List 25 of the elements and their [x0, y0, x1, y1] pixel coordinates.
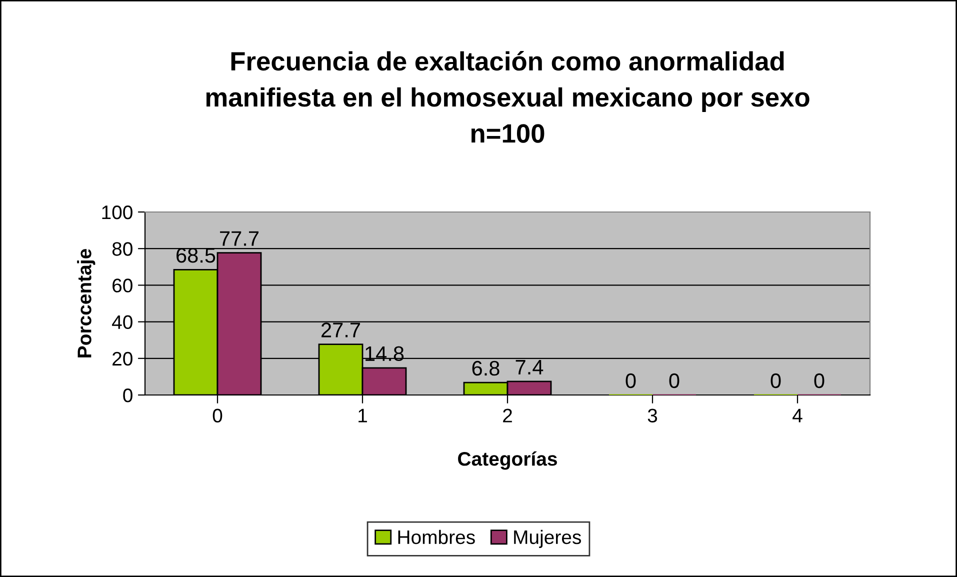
x-tick-label: 0 — [212, 408, 222, 422]
data-label: 0 — [626, 373, 636, 388]
x-tick-label: 1 — [358, 408, 367, 422]
x-tick-label: 2 — [503, 408, 512, 422]
x-tick-label: 3 — [648, 408, 658, 422]
x-tick-label: 4 — [792, 408, 802, 422]
data-label: 27.7 — [322, 322, 360, 338]
y-axis-title: Porccentaje — [77, 249, 96, 358]
data-label: 0 — [770, 373, 781, 388]
y-tick-label: 40 — [112, 315, 132, 330]
chart-title: Frecuencia de exaltación como anormalidad manifiesta en el homosexual mexicano por sexo n=100 — [206, 51, 810, 143]
legend-label: Hombres — [398, 530, 475, 544]
data-label: 14.8 — [366, 346, 404, 362]
x-axis-title: Categorías — [458, 451, 557, 470]
y-tick-label: 20 — [112, 352, 132, 366]
data-label: 77.7 — [220, 231, 258, 246]
data-label: 6.8 — [472, 360, 500, 376]
data-label: 0 — [669, 373, 680, 388]
legend-label: Mujeres — [514, 530, 581, 548]
data-label: 7.4 — [516, 360, 544, 374]
data-label: 0 — [814, 373, 824, 388]
y-tick-label: 60 — [112, 278, 132, 292]
y-tick-label: 100 — [102, 205, 132, 220]
y-tick-label: 0 — [123, 388, 132, 402]
y-tick-label: 80 — [112, 242, 132, 256]
